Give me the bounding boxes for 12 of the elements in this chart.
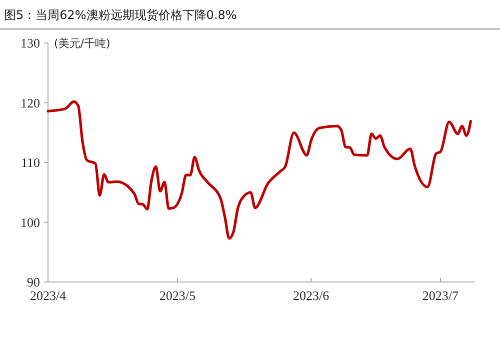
- x-tick-label: 2023/4: [30, 288, 67, 303]
- y-axis-title: (美元/千吨): [54, 37, 110, 50]
- x-tick-label: 2023/7: [422, 288, 460, 303]
- y-tick-label: 130: [20, 36, 40, 51]
- y-tick-label: 120: [20, 95, 40, 110]
- chart-title: 图5：当周62%澳粉远期现货价格下降0.8%: [4, 8, 237, 22]
- y-tick-label: 110: [20, 155, 40, 170]
- y-tick-label: 90: [27, 274, 40, 290]
- y-tick-label: 100: [20, 214, 40, 230]
- line-series: [46, 100, 472, 240]
- x-tick-label: 2023/6: [293, 288, 330, 303]
- x-tick-label: 2023/5: [159, 288, 196, 303]
